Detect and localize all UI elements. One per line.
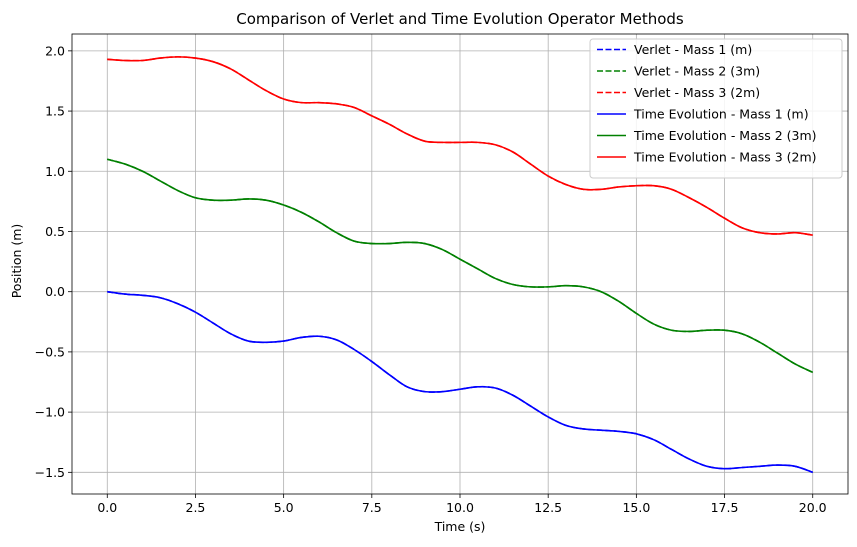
legend-entry-label: Verlet - Mass 1 (m) xyxy=(634,42,752,57)
series-lines xyxy=(107,56,814,474)
legend: Verlet - Mass 1 (m) Verlet - Mass 2 (3m) V… xyxy=(589,38,843,179)
series-line-1 xyxy=(107,290,813,474)
x-tick-label: 12.5 xyxy=(534,500,562,515)
legend-entry-label: Time Evolution - Mass 1 (m) xyxy=(633,107,809,122)
y-axis-label: Position (m) xyxy=(9,224,24,299)
x-tick-label: 20.0 xyxy=(799,500,827,515)
axis-ticks: 0.0 2.5 5.0 7.5 10.0 12.5 15.0 17.5 20.0 −1.5 −1.0… xyxy=(35,43,827,515)
y-tick-label: 1.0 xyxy=(45,164,65,179)
y-tick-label: 0.0 xyxy=(45,284,65,299)
y-tick-label: 1.5 xyxy=(45,104,65,119)
legend-entry-label: Time Evolution - Mass 3 (2m) xyxy=(633,150,817,165)
x-axis-label: Time (s) xyxy=(434,519,486,534)
x-tick-label: 17.5 xyxy=(711,500,739,515)
x-tick-label: 10.0 xyxy=(446,500,474,515)
chart-title: Comparison of Verlet and Time Evolution … xyxy=(236,10,684,28)
y-tick-label: −0.5 xyxy=(35,344,65,359)
x-tick-label: 15.0 xyxy=(622,500,650,515)
y-tick-label: −1.5 xyxy=(35,465,65,480)
y-tick-label: 0.5 xyxy=(45,224,65,239)
legend-box xyxy=(589,38,843,179)
series-line-2 xyxy=(107,158,814,374)
legend-entry-label: Verlet - Mass 3 (2m) xyxy=(634,85,760,100)
y-tick-label: 2.0 xyxy=(45,43,65,58)
y-tick-label: −1.0 xyxy=(35,405,65,420)
series-line-3 xyxy=(107,56,813,236)
legend-entry-label: Verlet - Mass 2 (3m) xyxy=(634,64,760,79)
legend-entry-label: Time Evolution - Mass 2 (3m) xyxy=(633,128,817,143)
x-tick-label: 0.0 xyxy=(97,500,117,515)
x-tick-label: 5.0 xyxy=(274,500,294,515)
x-tick-label: 2.5 xyxy=(186,500,206,515)
x-tick-label: 7.5 xyxy=(362,500,382,515)
